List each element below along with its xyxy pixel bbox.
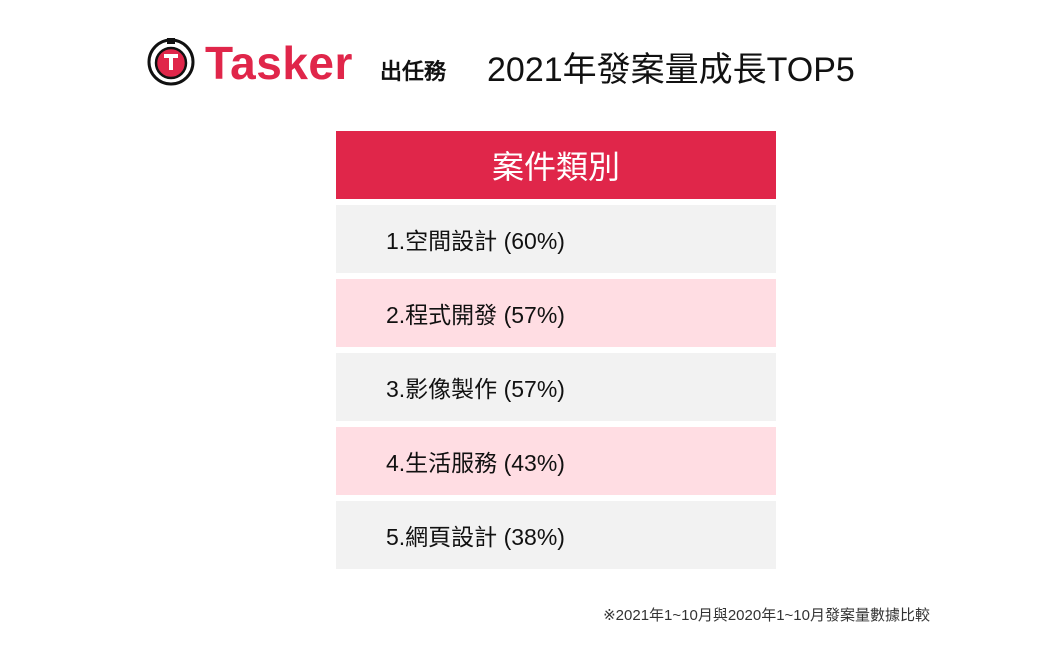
table-row: 1.空間設計 (60%) — [336, 205, 776, 273]
table-header: 案件類別 — [336, 131, 776, 199]
table-row: 3.影像製作 (57%) — [336, 353, 776, 421]
table: 案件類別 1.空間設計 (60%) 2.程式開發 (57%) 3.影像製作 (57%… — [336, 131, 776, 569]
table-row: 2.程式開發 (57%) — [336, 279, 776, 347]
title: 2021年發案量成長TOP5 — [487, 51, 855, 89]
table-row: 4.生活服務 (43%) — [336, 427, 776, 495]
logo-icon — [147, 38, 195, 86]
footnote: ※2021年1~10月與2020年1~10月發案量數據比較 — [603, 607, 930, 624]
table-row: 5.網頁設計 (38%) — [336, 501, 776, 569]
brand-sub: 出任務 — [380, 59, 447, 84]
brand: Tasker — [205, 37, 353, 89]
